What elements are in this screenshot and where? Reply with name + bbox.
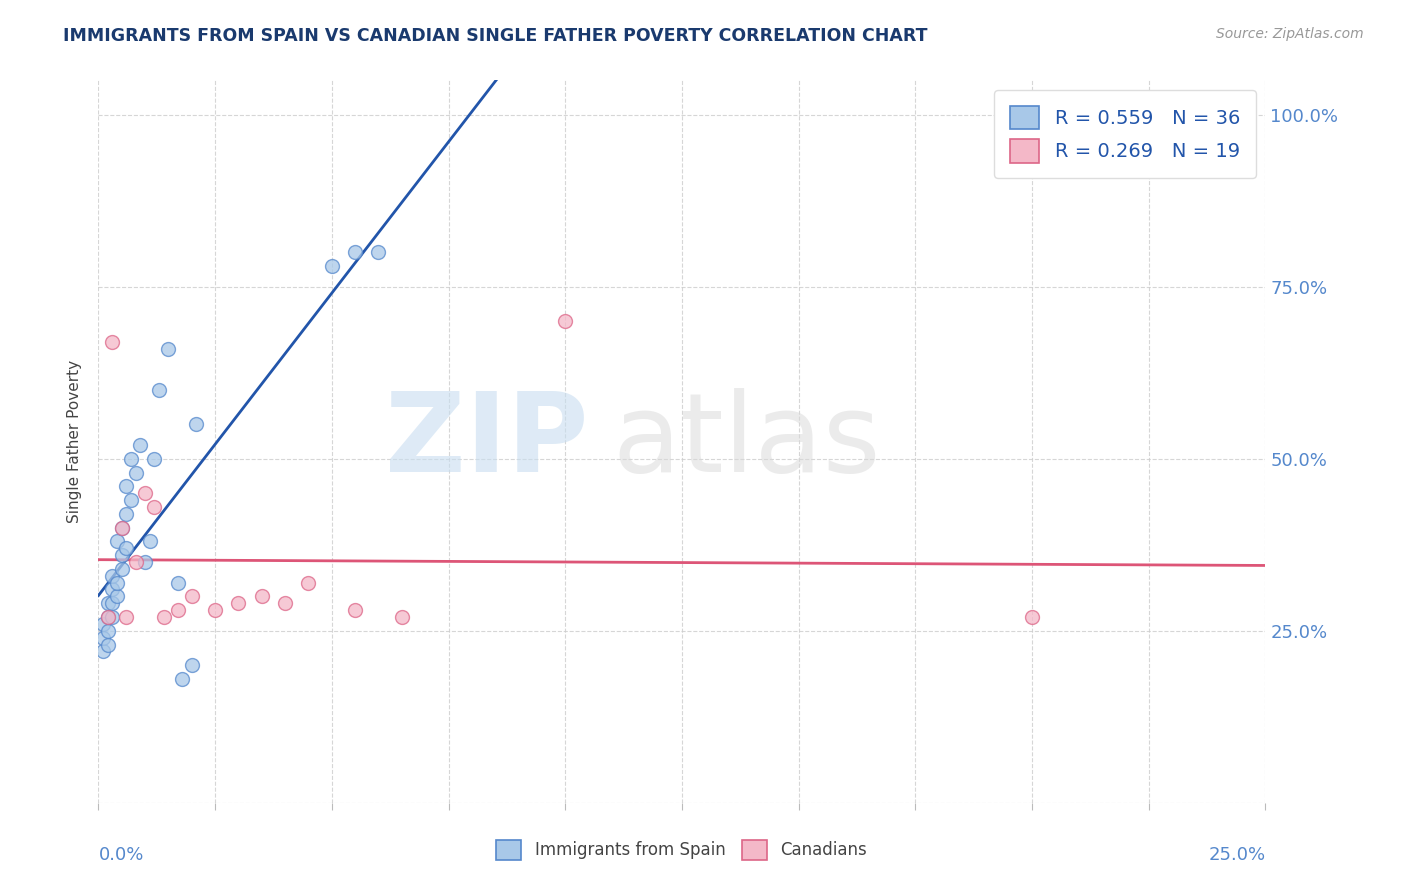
Point: [97, 610, 120, 624]
Point: [97, 596, 120, 610]
Point: [391, 610, 413, 624]
Point: [101, 610, 124, 624]
Point: [101, 334, 124, 349]
Point: [125, 555, 148, 569]
Point: [129, 438, 152, 452]
Y-axis label: Single Father Poverty: Single Father Poverty: [67, 360, 83, 523]
Text: Source: ZipAtlas.com: Source: ZipAtlas.com: [1216, 27, 1364, 41]
Point: [101, 596, 124, 610]
Point: [1021, 610, 1043, 624]
Point: [97, 610, 120, 624]
Point: [125, 466, 148, 480]
Point: [250, 590, 273, 604]
Point: [152, 610, 174, 624]
Point: [139, 534, 162, 549]
Legend: Immigrants from Spain, Canadians: Immigrants from Spain, Canadians: [489, 833, 875, 867]
Text: atlas: atlas: [612, 388, 880, 495]
Point: [134, 486, 156, 500]
Point: [554, 314, 576, 328]
Text: IMMIGRANTS FROM SPAIN VS CANADIAN SINGLE FATHER POVERTY CORRELATION CHART: IMMIGRANTS FROM SPAIN VS CANADIAN SINGLE…: [63, 27, 928, 45]
Point: [97, 638, 120, 652]
Point: [105, 534, 128, 549]
Point: [111, 562, 134, 576]
Text: 0.0%: 0.0%: [98, 847, 143, 864]
Point: [166, 575, 188, 590]
Point: [91, 644, 114, 658]
Point: [101, 568, 124, 582]
Point: [148, 383, 170, 397]
Point: [166, 603, 188, 617]
Point: [297, 575, 319, 590]
Point: [186, 417, 208, 432]
Point: [321, 259, 343, 273]
Point: [143, 451, 166, 466]
Point: [344, 603, 367, 617]
Point: [105, 590, 128, 604]
Point: [120, 493, 142, 508]
Point: [115, 479, 138, 493]
Point: [180, 590, 202, 604]
Point: [228, 596, 250, 610]
Point: [111, 520, 134, 534]
Point: [111, 548, 134, 562]
Point: [101, 582, 124, 597]
Point: [115, 541, 138, 556]
Point: [367, 245, 389, 260]
Point: [157, 342, 180, 356]
Point: [91, 631, 114, 645]
Point: [115, 610, 138, 624]
Point: [143, 500, 166, 514]
Point: [134, 555, 156, 569]
Text: 25.0%: 25.0%: [1208, 847, 1265, 864]
Point: [97, 624, 120, 638]
Point: [111, 520, 134, 534]
Point: [180, 658, 202, 673]
Point: [344, 245, 367, 260]
Point: [204, 603, 226, 617]
Point: [120, 451, 142, 466]
Point: [274, 596, 297, 610]
Text: ZIP: ZIP: [385, 388, 589, 495]
Point: [91, 616, 114, 631]
Point: [172, 672, 194, 686]
Point: [105, 575, 128, 590]
Point: [115, 507, 138, 521]
